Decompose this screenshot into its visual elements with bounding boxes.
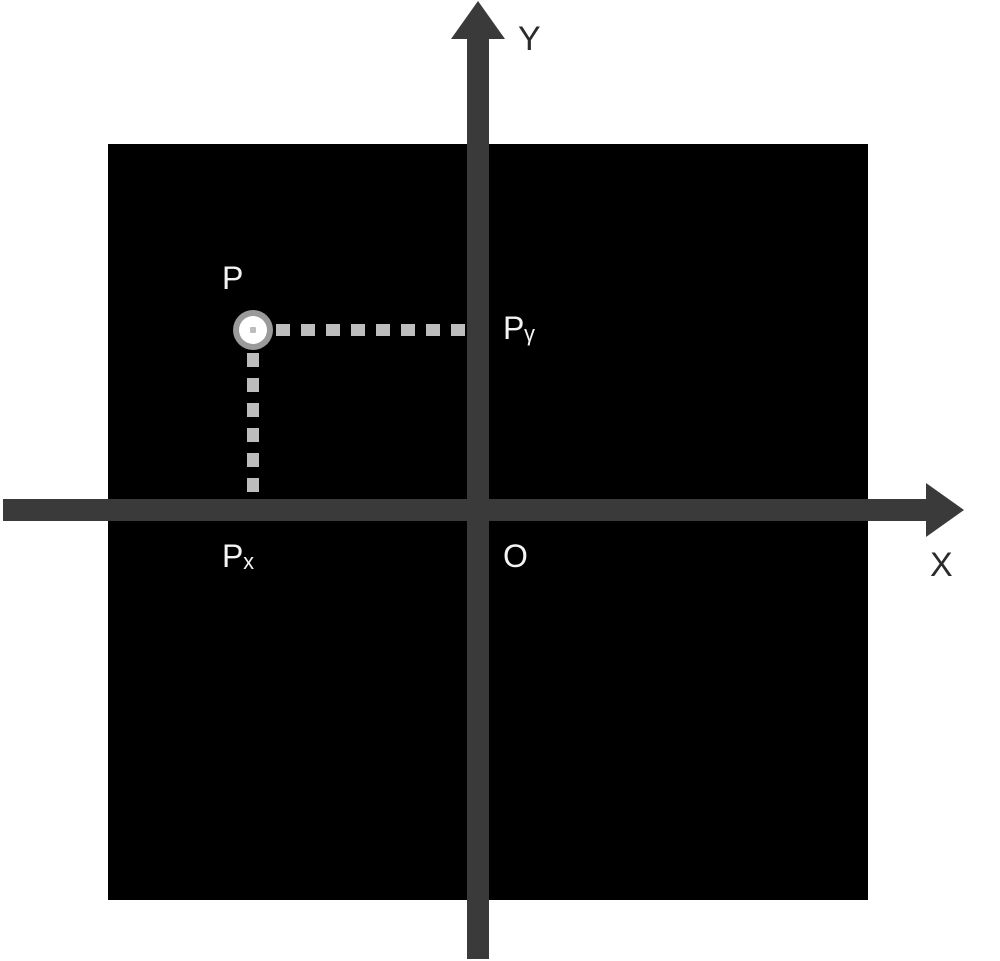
- dash-segment: [247, 478, 259, 492]
- axis-label-y: Y: [518, 20, 541, 59]
- point-p-center-dot-icon: [250, 327, 256, 333]
- dash-segment: [301, 324, 315, 336]
- dash-segment: [376, 324, 390, 336]
- point-label-p: P: [222, 260, 243, 297]
- x-axis: [3, 499, 930, 521]
- dash-segment: [326, 324, 340, 336]
- projection-label-px: Pₓ: [222, 538, 254, 575]
- y-axis: [467, 35, 489, 959]
- dash-segment: [451, 324, 465, 336]
- axis-label-x: X: [930, 546, 953, 585]
- dash-segment: [351, 324, 365, 336]
- y-axis-arrowhead-icon: [451, 1, 505, 39]
- dash-segment: [247, 353, 259, 367]
- projection-label-py: Pᵧ: [503, 310, 535, 347]
- dash-segment: [247, 378, 259, 392]
- dash-segment: [247, 453, 259, 467]
- dash-segment: [276, 324, 290, 336]
- dash-segment: [426, 324, 440, 336]
- dash-segment: [247, 403, 259, 417]
- coordinate-diagram: Y X P Pᵧ Pₓ O: [0, 0, 1000, 961]
- dash-segment: [401, 324, 415, 336]
- dash-segment: [247, 428, 259, 442]
- origin-label: O: [503, 538, 528, 575]
- x-axis-arrowhead-icon: [926, 483, 964, 537]
